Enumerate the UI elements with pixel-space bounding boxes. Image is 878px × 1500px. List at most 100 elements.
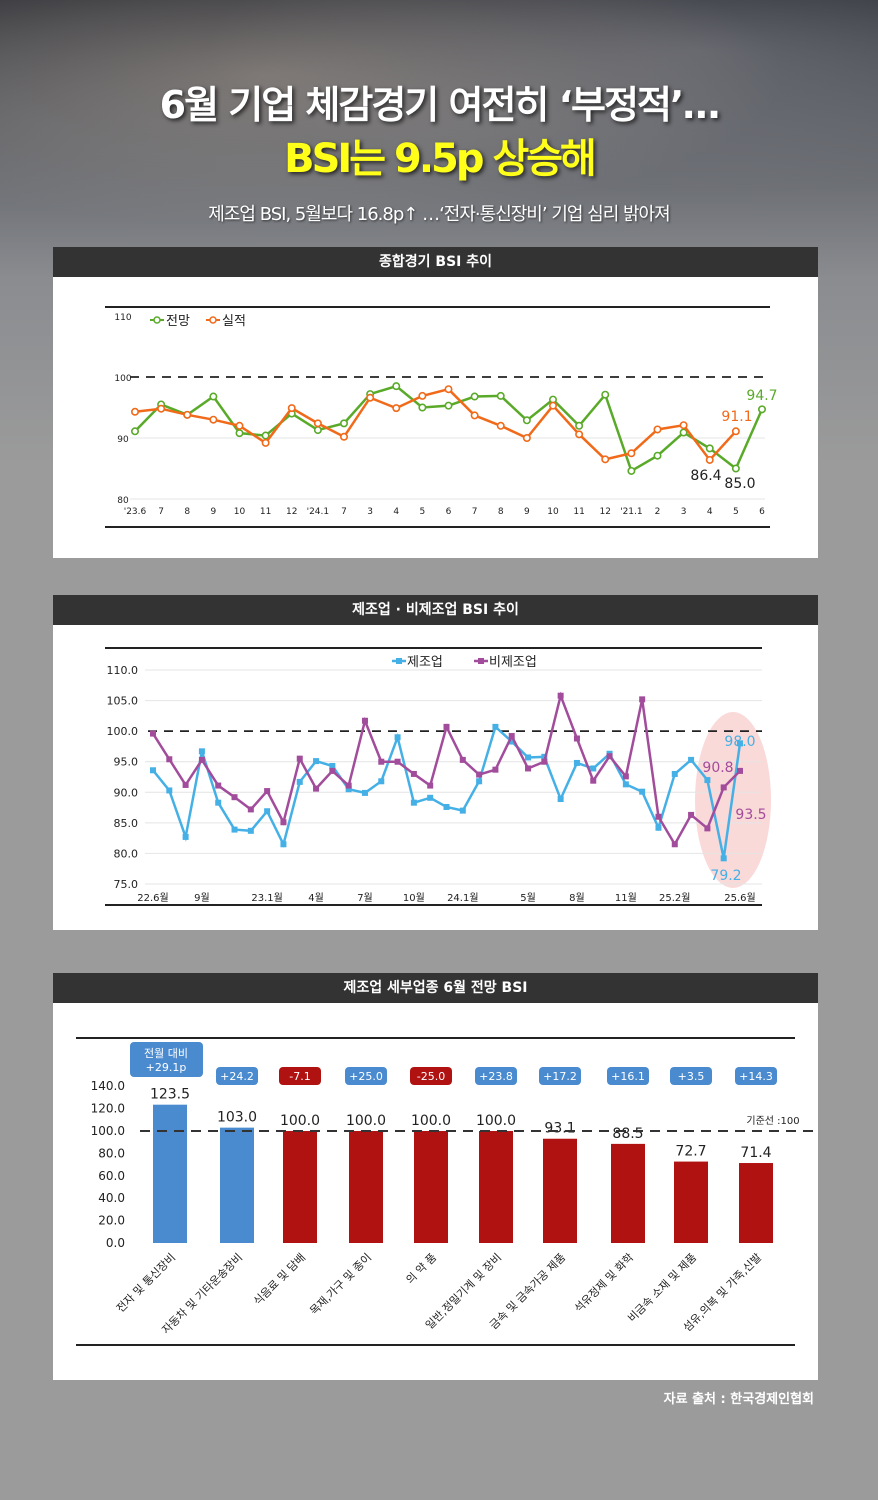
data-label: 86.4 <box>690 468 721 484</box>
x-tick-label: 25.6월 <box>724 892 755 904</box>
data-point <box>627 449 636 458</box>
data-point <box>653 425 662 434</box>
data-point <box>339 419 348 428</box>
change-badge <box>216 1067 258 1085</box>
change-badge-value: +17.2 <box>543 1070 577 1083</box>
change-badge-value: -25.0 <box>417 1070 445 1083</box>
data-point <box>590 777 597 784</box>
data-point <box>655 824 662 831</box>
bar-value-label: 100.0 <box>476 1113 516 1129</box>
legend-marker <box>209 316 217 324</box>
data-point <box>705 455 714 464</box>
data-point <box>704 777 711 784</box>
change-badge-label: 전월 대비 <box>144 1047 188 1060</box>
data-point <box>264 788 271 795</box>
data-point <box>157 404 166 413</box>
legend-marker <box>396 658 402 664</box>
data-point <box>671 770 678 777</box>
x-tick-label: 8 <box>184 507 190 517</box>
bar-value-label: 100.0 <box>346 1113 386 1129</box>
x-tick-label: 3 <box>367 507 373 517</box>
data-point <box>410 770 417 777</box>
data-point <box>261 438 270 447</box>
y-tick-label: 80 <box>117 496 129 506</box>
data-point <box>166 787 173 794</box>
x-tick-label: 8월 <box>569 892 585 904</box>
x-tick-label: 7 <box>341 507 347 517</box>
data-point <box>548 401 557 410</box>
x-tick-label: 5 <box>420 507 426 517</box>
bar <box>349 1131 383 1243</box>
y-tick-label: 140.0 <box>91 1079 125 1093</box>
y-tick-label: 100 <box>114 374 131 384</box>
x-tick-label: 9 <box>524 507 530 517</box>
data-point <box>261 431 270 440</box>
x-tick-label: 2 <box>655 507 661 517</box>
data-point <box>394 734 401 741</box>
data-point <box>627 466 636 475</box>
data-point <box>601 390 610 399</box>
data-point <box>366 393 375 402</box>
data-point <box>459 807 466 814</box>
change-badge-value: +24.2 <box>220 1070 254 1083</box>
data-point <box>737 740 743 747</box>
bar <box>674 1161 708 1243</box>
y-tick-label: 90.0 <box>114 786 139 799</box>
change-badge-value: +23.8 <box>479 1070 513 1083</box>
data-point <box>655 813 662 820</box>
category-label: 석유정제 및 화학 <box>572 1251 636 1315</box>
headline-highlight: BSI는 9.5p 상승해 <box>284 136 597 182</box>
data-point <box>575 421 584 430</box>
data-point <box>418 403 427 412</box>
data-point <box>427 794 434 801</box>
y-tick-label: 80.0 <box>98 1146 125 1160</box>
data-point <box>280 841 287 848</box>
data-point <box>496 421 505 430</box>
bar <box>220 1127 254 1243</box>
x-tick-label: 22.6월 <box>137 892 168 904</box>
x-tick-label: 9월 <box>194 892 210 904</box>
data-point <box>264 808 271 815</box>
data-point <box>496 391 505 400</box>
data-label: 90.8 <box>702 760 733 776</box>
x-tick-label: 12 <box>600 507 611 517</box>
bar <box>739 1163 773 1243</box>
change-badge-value: -7.1 <box>289 1070 310 1083</box>
bar <box>543 1138 577 1243</box>
bar-value-label: 103.0 <box>217 1110 257 1126</box>
data-point <box>492 723 499 730</box>
change-badge <box>279 1067 321 1085</box>
x-tick-label: 11 <box>573 507 584 517</box>
data-point <box>235 421 244 430</box>
data-label: 94.7 <box>746 388 777 404</box>
data-point <box>198 756 205 763</box>
data-point <box>231 826 238 833</box>
chart1-title: 종합경기 BSI 추이 <box>53 247 818 277</box>
data-point <box>492 766 499 773</box>
bar-value-label: 100.0 <box>411 1113 451 1129</box>
background-overlay <box>0 0 878 250</box>
data-point <box>313 758 320 765</box>
change-badge <box>539 1067 581 1085</box>
data-point <box>131 427 140 436</box>
data-point <box>459 756 466 763</box>
y-tick-label: 40.0 <box>98 1191 125 1205</box>
y-tick-label: 90 <box>117 435 129 445</box>
data-point <box>392 382 401 391</box>
data-point <box>525 754 532 761</box>
data-point <box>720 855 727 862</box>
x-tick-label: 3 <box>681 507 687 517</box>
legend-label: 실적 <box>222 314 246 329</box>
data-point <box>361 717 368 724</box>
bar <box>153 1104 187 1243</box>
data-point <box>622 781 629 788</box>
x-tick-label: '24.1 <box>307 507 330 517</box>
data-point <box>443 723 450 730</box>
data-point <box>313 426 322 435</box>
y-tick-label: 75.0 <box>114 878 139 891</box>
data-point <box>209 392 218 401</box>
y-tick-label: 100.0 <box>91 1124 125 1138</box>
bar-value-label: 100.0 <box>280 1113 320 1129</box>
y-tick-label: 110.0 <box>107 664 139 677</box>
